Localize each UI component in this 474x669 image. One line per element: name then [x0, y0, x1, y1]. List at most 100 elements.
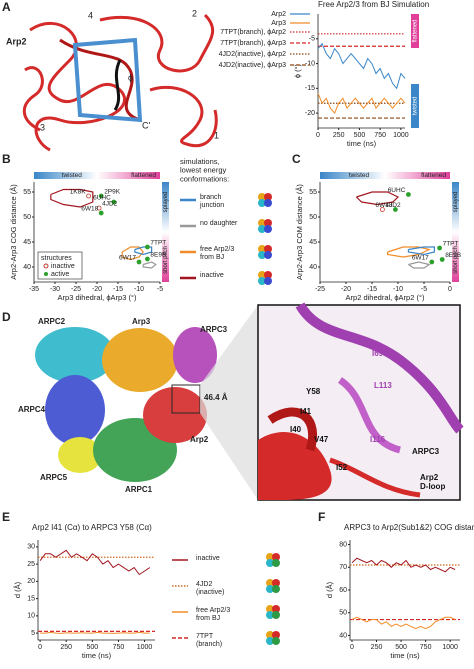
y-tick-label: 60 [339, 587, 347, 594]
residue-label: I40 [290, 425, 302, 434]
icon [266, 637, 274, 645]
structure-label: ARPC5 [40, 473, 68, 482]
legend-label: free Arp2/3 from BJ [200, 246, 234, 261]
contour [355, 191, 400, 206]
x-tick-label: -25 [71, 286, 81, 293]
structure-label: 2 [192, 8, 197, 18]
structure-point [96, 205, 102, 211]
phi-arrow [113, 59, 122, 111]
structure-point [136, 259, 142, 265]
y-axis-label: Arp2-Arp3 COM distance (Å) [295, 184, 304, 280]
point-label: 1K8K [70, 189, 87, 196]
icon [266, 631, 274, 639]
residue-label: Y58 [306, 387, 321, 396]
y-tick-label: 55 [23, 189, 31, 196]
x-tick-label: -15 [113, 286, 123, 293]
icon [266, 553, 274, 561]
residue-label: ARPC3 [412, 447, 440, 456]
icon [266, 605, 274, 613]
structure-label: ARPC4 [18, 405, 46, 414]
icon [272, 637, 280, 645]
bar-label: short pitch [163, 246, 169, 274]
x-tick-label: 750 [420, 644, 432, 651]
chart-title: ARPC3 to Arp2(Sub1&2) COG distance [344, 523, 474, 532]
y-tick-label: 25 [27, 561, 35, 568]
icon [264, 193, 272, 201]
point-label: 7TPT [150, 240, 166, 247]
icon [272, 553, 280, 561]
x-axis-label: time (ns) [82, 651, 112, 660]
residue-label: I116 [370, 435, 386, 444]
icon [266, 579, 274, 587]
legend-label: Arp2 [271, 11, 286, 18]
y-tick-label: -5 [309, 36, 315, 43]
series-line [351, 616, 456, 630]
x-tick-label: 1000 [442, 644, 458, 651]
side-label: twisted [413, 97, 419, 116]
x-tick-label: -5 [421, 286, 427, 293]
icon [258, 251, 266, 259]
structure-point [405, 192, 411, 197]
x-tick-label: -20 [341, 286, 351, 293]
icon [272, 605, 280, 613]
bar-label: flattened [131, 172, 156, 179]
point-label: 4JD2 [102, 201, 118, 208]
axis [317, 14, 405, 129]
icon [272, 631, 280, 639]
x-tick-label: 0 [448, 286, 452, 293]
x-tick-label: -30 [50, 286, 60, 293]
legend-label: active [51, 271, 69, 278]
bar-label: flattened [421, 172, 446, 179]
icon [258, 225, 266, 233]
legend-label: no daughter [200, 220, 238, 227]
x-tick-label: 500 [395, 644, 407, 651]
series-line [39, 549, 151, 576]
right-bar [162, 182, 169, 282]
y-tick-label: 50 [339, 610, 347, 617]
y-tick-label: 15 [27, 595, 35, 602]
residue-label: I52 [336, 463, 348, 472]
legend-title: simulations, lowest energy conformations: [180, 157, 229, 183]
top-bar [320, 172, 450, 179]
top-bar [34, 172, 160, 179]
icon [258, 219, 266, 227]
structure-label: ARPC1 [125, 485, 153, 494]
point-label: 6UHC [388, 187, 406, 194]
icon [258, 277, 266, 285]
panel-label: B [2, 152, 11, 166]
right-bar [452, 182, 459, 282]
icon [258, 193, 266, 201]
icon [264, 245, 272, 253]
icon [264, 199, 272, 207]
x-axis-label: Arp3 dihedral, ϕArp3 (°) [58, 293, 137, 302]
structure-point [429, 259, 435, 265]
legend-label: 7TPT(branch), ϕArp3 [220, 40, 286, 47]
x-tick-label: -10 [134, 286, 144, 293]
point-label: 6W17 [119, 255, 136, 262]
bar-label: twisted [62, 172, 83, 179]
structure-point [111, 199, 117, 205]
x-tick-label: 1000 [393, 132, 409, 139]
legend-label: free Arp2/3 from BJ [196, 607, 230, 622]
point-label: 8E9B [445, 252, 461, 259]
contour [407, 246, 435, 256]
y-tick-label: 40 [309, 264, 317, 271]
y-tick-label: 50 [23, 214, 31, 221]
axis [37, 540, 155, 641]
residue-label: L113 [374, 381, 392, 390]
structure-point [98, 210, 104, 216]
point-label: 6W18 [375, 202, 392, 209]
legend-label: 7TPT (branch) [196, 633, 222, 648]
structure-d [35, 327, 217, 482]
icon [258, 271, 266, 279]
series-line [317, 42, 406, 90]
icon [272, 585, 280, 593]
structure-label: ARPC2 [38, 317, 66, 326]
panel-label: E [2, 510, 10, 524]
x-tick-label: 0 [316, 132, 320, 139]
contour [50, 188, 94, 208]
x-tick-label: 750 [113, 644, 125, 651]
point-label: 6UHC [93, 195, 111, 202]
legend-label: branch junction [199, 194, 224, 209]
